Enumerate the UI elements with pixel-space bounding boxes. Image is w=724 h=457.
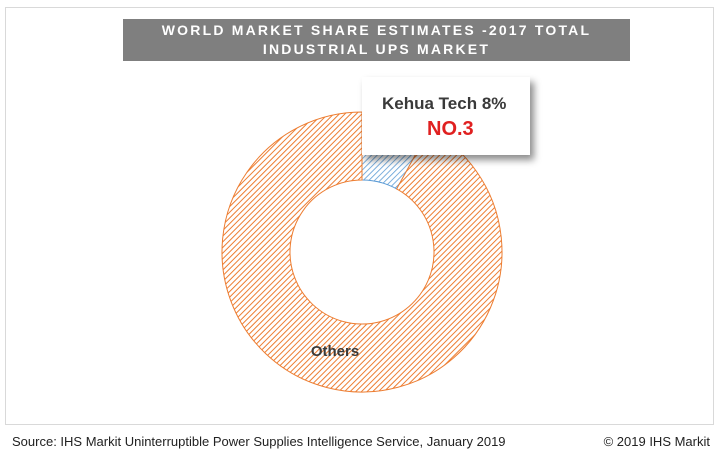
kehua-callout: Kehua Tech 8% NO.3 [362, 77, 530, 155]
chart-title-line-1: WORLD MARKET SHARE ESTIMATES -2017 TOTAL [161, 22, 592, 38]
source-note: Source: IHS Markit Uninterruptible Power… [12, 434, 506, 449]
rank-annotation: NO.3 [427, 118, 474, 140]
copyright-note: © 2019 IHS Markit [603, 434, 710, 449]
slice-others [221, 111, 503, 393]
slice-label-kehua: Kehua Tech 8% [382, 94, 507, 113]
slice-label-others: Others [311, 343, 359, 360]
chart-title: WORLD MARKET SHARE ESTIMATES -2017 TOTAL… [123, 19, 630, 61]
chart-title-line-2: INDUSTRIAL UPS MARKET [262, 41, 491, 57]
